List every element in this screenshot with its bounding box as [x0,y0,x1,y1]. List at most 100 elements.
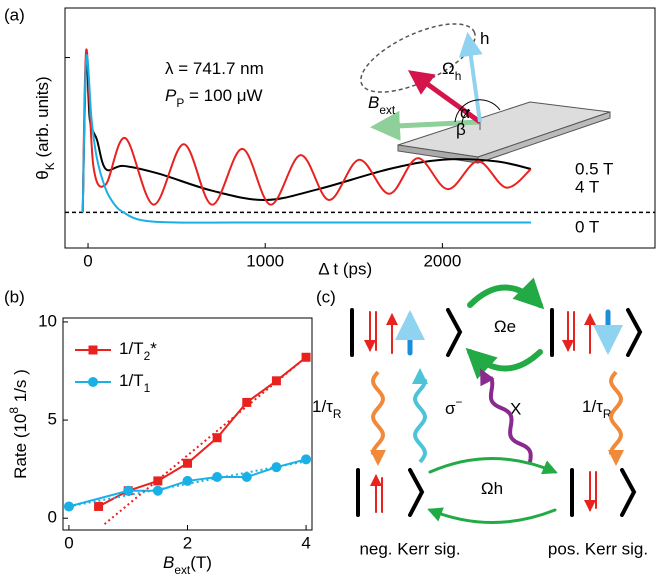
y-axis-label-part: (arb. units) [33,76,52,162]
wavy-arrow [480,368,533,463]
x-tick-label: 4 [301,533,310,552]
marker [152,485,163,496]
precession-arrow [467,277,545,310]
exciton-label: X [510,399,521,418]
marker [88,345,98,355]
kerr-curve [81,54,531,224]
y-axis-label-part: 1/s ) [11,369,30,407]
omega-h-label-part: h [494,479,503,498]
state-caption: pos. Kerr sig. [548,539,648,558]
annotation: h [480,29,489,48]
annotation-part: β [456,120,466,139]
excitation-label-part: − [456,395,463,409]
marker [242,397,252,407]
legend-label-part: 1 [144,381,151,395]
annotation-part: h [480,29,489,48]
wavy-arrow [370,370,386,466]
y-axis-label-part: K [43,162,57,170]
legend-label-part: * [150,339,157,358]
legend-label-part: 1/T [119,371,144,390]
annotation-part: Ω [442,59,455,78]
precession-arrow [427,507,557,524]
panel-label: (b) [4,287,25,306]
state-diagram [350,277,643,524]
annotation-part: = 100 μW [184,86,262,105]
marker [212,433,222,443]
x-tick-label: 0 [64,533,73,552]
marker [241,472,252,482]
x-axis-label-part: (T) [190,553,212,572]
annotation: β [456,120,466,139]
panel-label: (c) [316,287,336,306]
marker [301,454,312,465]
panel-label: (a) [4,5,25,24]
relaxation-label: 1/τR [582,397,612,421]
kerr-curve [81,48,532,213]
marker [88,377,98,387]
omega-e-label: Ωe [494,317,516,336]
y-tick-label: 0 [48,508,57,527]
precession-arrow [428,457,558,475]
wavy-arrow [412,368,428,464]
annotation: λ = 741.7 nm [165,59,264,78]
y-axis-label-part: Rate (10 [11,414,30,479]
fit-line [103,356,307,525]
legend-label-part: 1/T [119,339,144,358]
x-axis-label-part: ext [174,563,191,577]
fit-line [68,460,307,508]
state-bottom-right [570,468,637,517]
plot-frame [64,7,656,249]
legend-label: 1/T2* [119,339,157,363]
marker [94,501,104,511]
inset-illustration [360,23,611,164]
relaxation-label: 1/τR [312,397,342,421]
series-label: 0 T [575,217,599,236]
y-axis-label: θK (arb. units) [33,76,57,179]
y-tick-label: 10 [38,311,57,330]
annotation-part: α [460,103,470,122]
annotation-part: P [165,86,177,105]
y-tick-label: 5 [48,410,57,429]
annotation: Bext [368,93,396,117]
state-bottom-left [356,468,425,517]
omega-e-label-part: e [507,317,516,336]
precession-arrow [465,347,543,380]
y-axis-label-part: θ [33,170,52,179]
x-axis-label: Δ t (ps) [318,259,372,278]
annotation: Ωh [442,59,461,83]
excitation-label-part: σ [445,399,456,418]
marker [123,485,134,496]
state-top-left [350,308,463,357]
relaxation-label-part: R [333,407,342,421]
x-axis-label: Bext(T) [163,553,212,577]
marker [183,458,192,468]
annotation-part: λ = 741.7 nm [165,59,264,78]
x-axis-label-part: B [163,553,174,572]
x-tick-label: 2000 [423,251,461,270]
annotation: α [460,103,470,122]
rate-line [98,356,307,508]
relaxation-label-part: 1/τ [582,397,603,416]
series-label: 4 T [575,177,599,196]
marker [271,376,281,386]
series-label: 0.5 T [575,159,613,178]
x-tick-label: 0 [83,251,92,270]
marker [212,472,223,482]
y-axis-label: Rate (108 1/s ) [7,369,30,479]
omega-h-label: Ωh [481,479,503,498]
omega-h-label-part: Ω [481,479,494,498]
legend-label-part: 2 [144,349,151,363]
annotation-part: h [455,69,462,83]
state-top-right [550,308,643,357]
omega-e-label-part: Ω [494,317,507,336]
legend-label: 1/T1 [119,371,151,395]
state-caption: neg. Kerr sig. [359,539,460,558]
relaxation-label-part: 1/τ [312,397,333,416]
marker [182,475,193,486]
excitation-label: σ− [445,395,463,418]
x-tick-label: 1000 [246,251,284,270]
wavy-arrow [608,370,624,466]
annotation-part: B [368,93,379,112]
annotation: PP = 100 μW [165,86,263,110]
